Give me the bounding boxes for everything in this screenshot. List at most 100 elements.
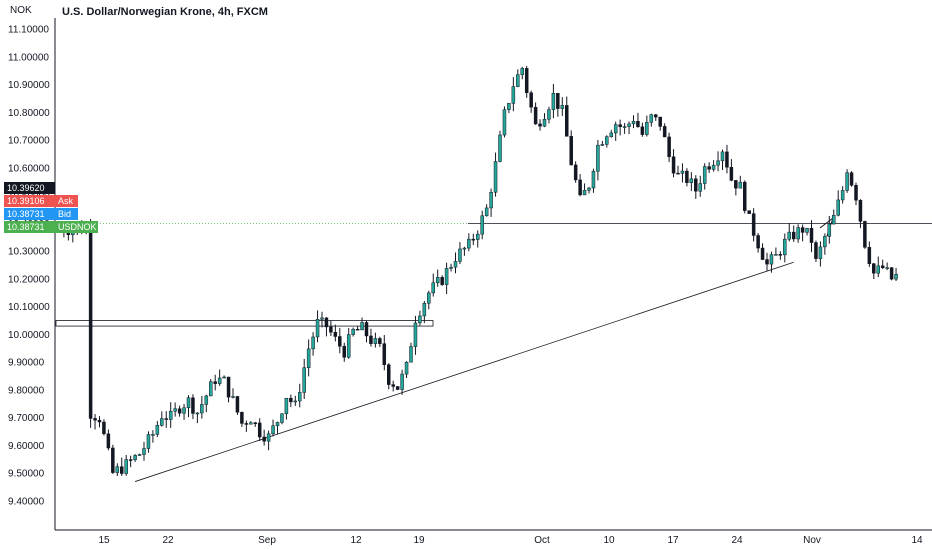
candle-body [609,132,613,137]
candle-body [293,400,298,403]
candle-body [649,114,654,123]
candle-body [213,381,217,384]
candle-body [605,136,609,145]
candle-body [587,187,591,191]
candle-body [805,227,809,233]
candle-body [565,105,569,137]
candle-body [596,144,600,172]
candle-body [346,334,351,358]
candle-body [302,367,306,393]
candle-body [631,120,636,125]
candle-body [489,191,493,209]
x-tick-label: Oct [534,535,550,546]
candle-body [849,172,854,186]
candle-body [382,343,387,365]
candle-body [240,411,244,424]
candle-body [685,170,689,183]
y-tick-label: 10.70000 [8,136,50,147]
candle-body [329,326,333,333]
candle-body [97,419,102,423]
candle-body [680,170,685,174]
candle-body [115,466,120,473]
x-tick-label: Sep [258,535,276,546]
candle-body [832,214,836,225]
candle-body [694,178,698,192]
candle-body [702,166,707,184]
y-tick-label: 10.20000 [8,274,50,285]
x-tick-label: 12 [350,535,362,546]
candle-body [627,123,631,127]
candle-body [391,384,395,387]
candle-body [262,436,266,442]
candle-body [667,136,671,158]
candle-body [725,151,729,168]
candle-body [573,164,578,181]
candle-body [885,267,889,269]
candle-body [404,361,409,375]
candle-body [796,227,800,240]
candle-body [480,215,484,235]
candle-body [235,396,240,413]
candle-body [502,109,507,136]
x-tick-label: 17 [667,535,679,546]
candle-body [160,418,164,426]
candle-body [378,338,382,344]
candle-body [524,68,529,93]
candle-body [498,134,502,162]
candle-body [662,126,667,138]
axes: 11.10000 11.00000 10.90000 10.80000 10.70000… [8,18,932,546]
candle-body [151,434,155,436]
y-tick-label: 11.00000 [8,52,49,63]
candle-body [226,376,231,398]
candle-body [142,448,146,455]
candle-body [640,126,645,135]
candle-body [120,466,124,474]
candle-body [298,392,302,402]
candle-body [280,413,284,423]
candle-body [128,459,133,461]
candle-body [520,68,524,75]
candle-body [431,282,435,294]
candle-body [88,227,93,419]
x-tick-label: 14 [911,535,923,546]
candle-body [774,254,778,256]
currency-label: NOK [10,5,32,16]
candle-body [676,172,680,175]
candle-body [355,328,360,331]
y-tick-label: 9.70000 [8,413,45,424]
candle-body [204,395,209,405]
candle-body [858,199,863,222]
ask-price-tag: 10.39106 [4,195,55,207]
candle-body [894,273,898,280]
candle-body [636,120,640,127]
y-tick-label: 10.00000 [8,330,50,341]
candle-body [418,315,422,324]
candle-body [467,238,471,249]
candle-body [747,210,751,214]
candle-body [622,126,627,128]
candle-body [645,122,649,135]
x-tick-label: 19 [413,535,425,546]
y-tick-label: 10.60000 [8,163,50,174]
candle-body [435,277,440,284]
candle-body [409,346,413,363]
candle-body [698,183,702,192]
candle-body [889,267,894,280]
candle-body [765,259,769,265]
candle-body [689,178,694,183]
candle-body [671,156,676,174]
candle-body [769,254,774,265]
y-tick-label: 10.30000 [8,247,50,258]
candles [57,66,898,476]
candle-body [209,381,213,397]
candle-body [836,199,840,216]
y-tick-label: 9.90000 [8,358,45,369]
y-tick-label: 9.80000 [8,385,45,396]
candle-body [578,179,582,196]
candle-body [618,124,622,127]
candle-body [800,227,805,233]
candle-body [814,242,818,259]
candle-body [542,118,547,127]
candle-body [462,247,467,250]
